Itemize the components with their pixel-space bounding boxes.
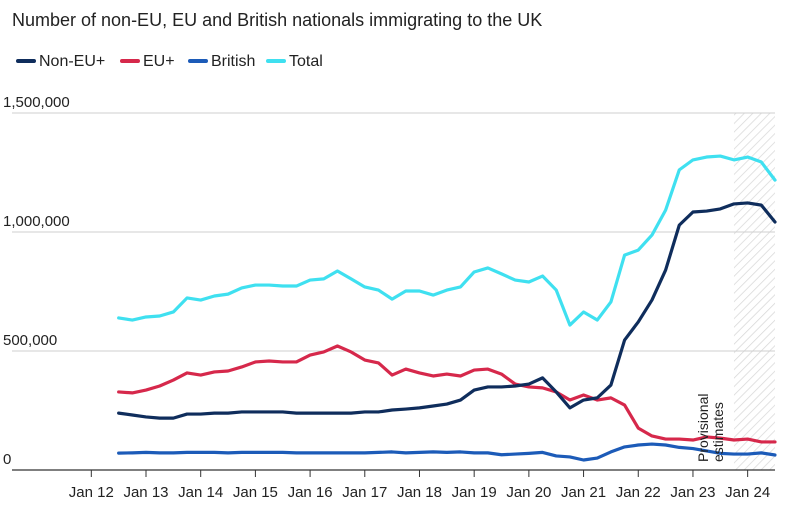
- x-tick-label: Jan 19: [452, 484, 497, 501]
- series-line: [117, 442, 777, 462]
- x-tick-label: Jan 21: [561, 484, 606, 501]
- x-tick-label: Jan 12: [69, 484, 114, 501]
- legend-label: British: [211, 53, 255, 70]
- series-line: [117, 344, 777, 444]
- legend-label: Total: [289, 53, 323, 70]
- x-tick-label: Jan 17: [342, 484, 387, 501]
- provisional-region: [733, 113, 775, 470]
- x-tick-label: Jan 13: [123, 484, 168, 501]
- x-tick-label: Jan 16: [288, 484, 333, 501]
- x-tick-label: Jan 20: [506, 484, 551, 501]
- legend-label: Non-EU+: [39, 53, 105, 70]
- series-line: [117, 154, 777, 327]
- x-tick-label: Jan 15: [233, 484, 278, 501]
- x-tick-label: Jan 23: [670, 484, 715, 501]
- plot-area: 0 500,000 1,000,000 1,500,000 Jan 12 Jan 13 Ja…: [3, 94, 777, 501]
- y-tick-label: 1,000,000: [3, 213, 70, 230]
- legend: Non-EU+ EU+ British Total: [16, 53, 323, 70]
- x-tick-label: Jan 24: [725, 484, 770, 501]
- y-tick-label: 1,500,000: [3, 94, 70, 111]
- legend-label: EU+: [143, 53, 175, 70]
- y-tick-label: 0: [3, 451, 11, 468]
- x-tick-label: Jan 18: [397, 484, 442, 501]
- annotation: Provisional estimates: [695, 393, 726, 462]
- x-tick-label: Jan 14: [178, 484, 223, 501]
- series-line: [117, 201, 777, 420]
- x-tick-label: Jan 22: [616, 484, 661, 501]
- chart-title: Number of non-EU, EU and British nationa…: [12, 10, 542, 30]
- y-tick-label: 500,000: [3, 332, 57, 349]
